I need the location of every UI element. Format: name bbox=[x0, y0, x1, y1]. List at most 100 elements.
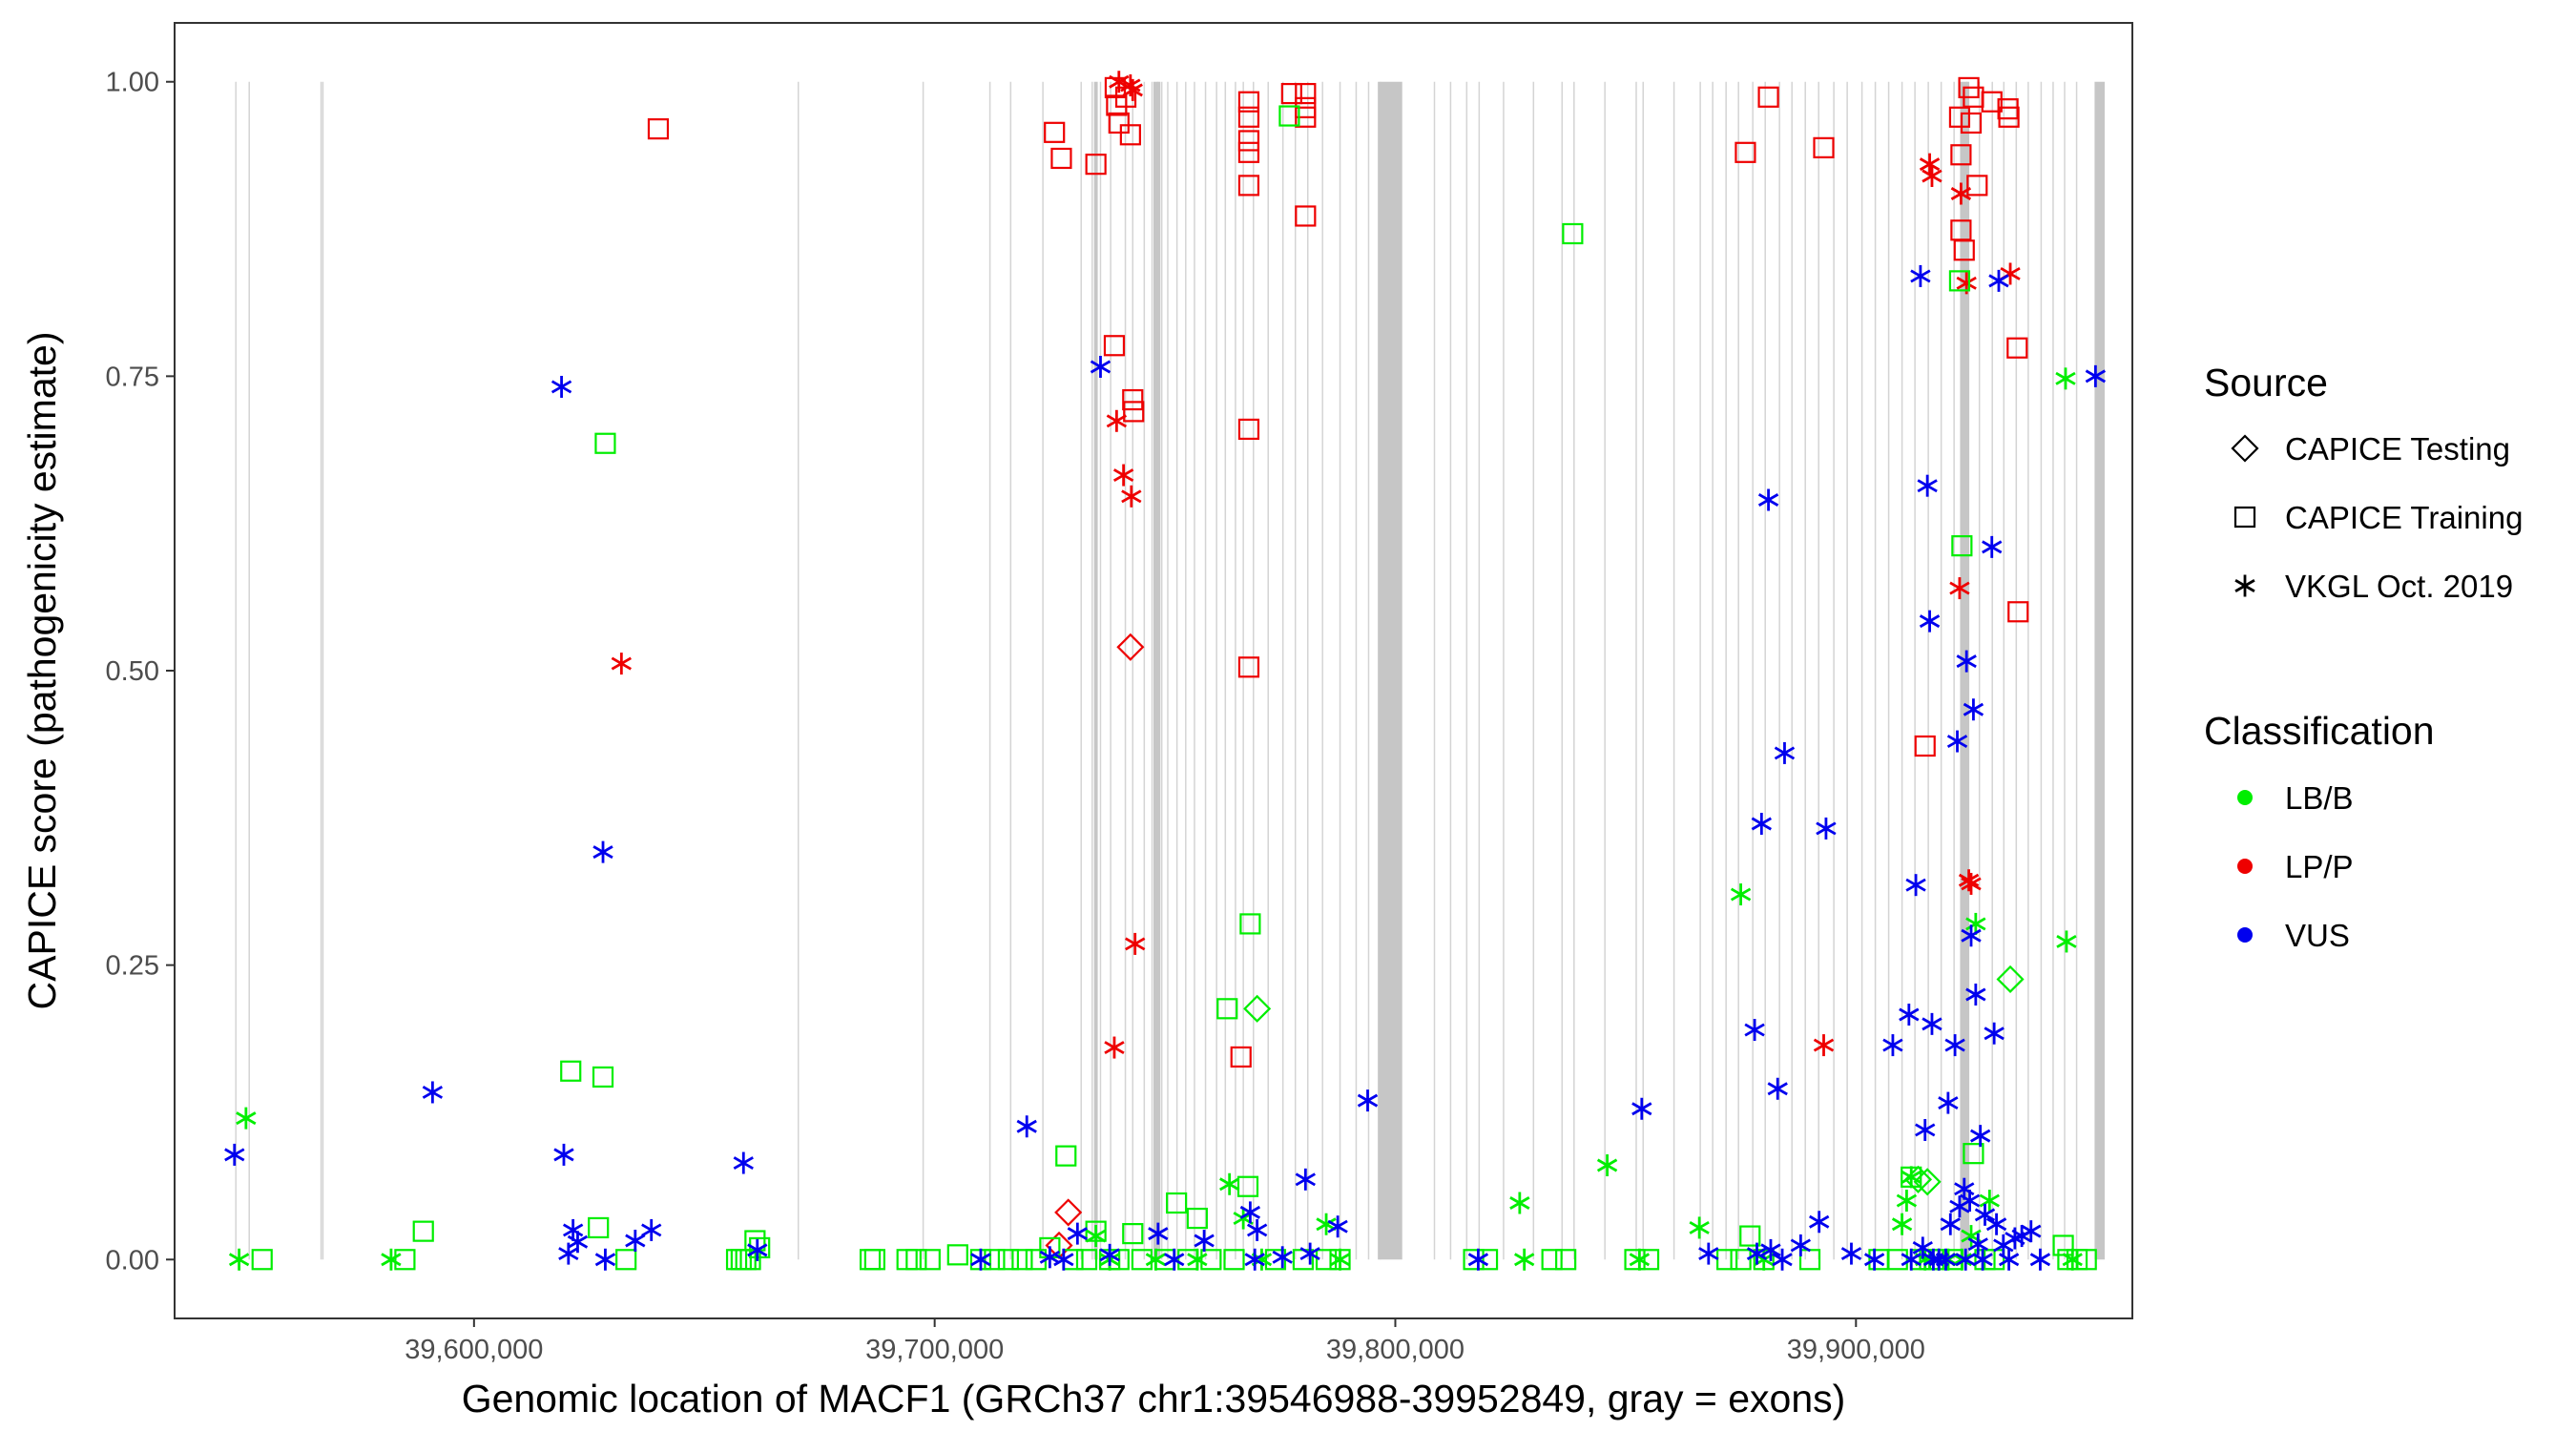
point-6-16 bbox=[1053, 1248, 1074, 1271]
point-6-0-stroke-2 bbox=[224, 1148, 245, 1162]
point-6-43-stroke-2 bbox=[1882, 1038, 1903, 1052]
point-0-11-shape bbox=[1123, 401, 1145, 423]
point-6-1-stroke-2 bbox=[422, 1086, 444, 1099]
point-6-60-stroke-2 bbox=[1974, 1208, 1996, 1222]
point-6-9-stroke-2 bbox=[625, 1234, 646, 1248]
point-6-40-stroke-2 bbox=[1816, 821, 1837, 836]
point-6-53 bbox=[1946, 730, 1968, 753]
point-6-3 bbox=[553, 1143, 574, 1166]
point-6-11 bbox=[733, 1151, 754, 1174]
point-3-48 bbox=[1463, 1249, 1485, 1271]
point-5-0 bbox=[1243, 994, 1272, 1023]
point-3-56 bbox=[1730, 1249, 1752, 1271]
point-4-3-stroke-2 bbox=[1085, 1229, 1107, 1243]
point-6-59 bbox=[1970, 1125, 1991, 1148]
point-6-21-stroke-2 bbox=[1164, 1253, 1185, 1267]
point-1-10 bbox=[1919, 153, 1941, 176]
point-0-18-shape bbox=[1237, 656, 1260, 678]
point-4-19-stroke-2 bbox=[1891, 1217, 1913, 1232]
point-6-41-stroke-2 bbox=[1840, 1247, 1862, 1261]
point-6-37-stroke-2 bbox=[1767, 1082, 1788, 1096]
point-1-17-stroke-2 bbox=[1813, 1038, 1835, 1052]
point-4-5 bbox=[1145, 1248, 1167, 1271]
point-6-71-stroke-2 bbox=[1940, 1217, 1961, 1232]
point-6-62 bbox=[1984, 1022, 2005, 1045]
point-4-29-stroke-2 bbox=[2055, 371, 2076, 385]
point-6-2 bbox=[551, 375, 572, 398]
point-6-6-stroke-2 bbox=[567, 1234, 589, 1249]
point-4-5-stroke-2 bbox=[1145, 1253, 1167, 1267]
point-4-6 bbox=[1187, 1248, 1208, 1271]
point-0-30 bbox=[1953, 239, 1975, 261]
point-6-29-stroke-2 bbox=[1327, 1219, 1348, 1234]
point-6-30-stroke-2 bbox=[1357, 1093, 1379, 1108]
point-6-68-stroke-2 bbox=[2085, 369, 2107, 384]
point-6-8 bbox=[594, 1248, 616, 1271]
point-6-68 bbox=[2085, 364, 2107, 387]
point-6-6 bbox=[567, 1231, 589, 1254]
point-1-16 bbox=[1961, 872, 1982, 895]
point-1-3 bbox=[1106, 409, 1128, 432]
point-4-17-stroke-2 bbox=[1730, 887, 1752, 902]
point-6-22 bbox=[1194, 1230, 1215, 1253]
point-0-20 bbox=[1280, 82, 1302, 105]
point-6-57-stroke-2 bbox=[1963, 702, 1984, 716]
point-6-9 bbox=[625, 1230, 646, 1253]
point-3-4-shape bbox=[588, 1216, 610, 1239]
point-6-47-stroke-2 bbox=[1917, 479, 1938, 493]
point-3-57-shape bbox=[1739, 1225, 1761, 1247]
point-6-56 bbox=[1961, 924, 1982, 947]
point-6-80 bbox=[1790, 1234, 1812, 1256]
point-6-49 bbox=[1922, 1012, 1942, 1035]
point-3-68 bbox=[1951, 535, 1973, 557]
point-4-15-stroke-2 bbox=[1629, 1253, 1651, 1267]
point-6-85-stroke-2 bbox=[1912, 1240, 1933, 1255]
point-6-63-stroke-2 bbox=[1988, 274, 2009, 288]
point-3-40 bbox=[1223, 1249, 1245, 1271]
point-6-22-stroke-2 bbox=[1194, 1234, 1215, 1248]
point-4-3 bbox=[1085, 1225, 1107, 1248]
legend-source-title: Source bbox=[2204, 361, 2328, 404]
point-1-7-stroke-2 bbox=[1104, 1041, 1125, 1055]
point-0-16 bbox=[1237, 175, 1260, 197]
point-1-6-stroke-2 bbox=[1125, 937, 1146, 951]
point-4-14-stroke-2 bbox=[1596, 1158, 1618, 1172]
legend-source-label-0: CAPICE Testing bbox=[2285, 431, 2510, 467]
point-0-17-shape bbox=[1237, 418, 1260, 441]
legend-classification: Classification LB/B LP/P VUS bbox=[2204, 709, 2435, 953]
point-3-32-shape bbox=[1122, 1223, 1144, 1245]
point-6-75 bbox=[1967, 1233, 1988, 1255]
point-6-51 bbox=[1938, 1091, 1959, 1114]
legend-source-key-1 bbox=[2233, 506, 2256, 529]
legend-source-key-2-stroke-2 bbox=[2234, 579, 2255, 592]
legend-source-label-2: VKGL Oct. 2019 bbox=[2285, 569, 2513, 604]
point-6-79-stroke-2 bbox=[2005, 1232, 2025, 1246]
point-6-79 bbox=[2005, 1227, 2025, 1250]
point-6-57 bbox=[1963, 698, 1984, 721]
point-6-74-stroke-2 bbox=[1959, 1193, 1981, 1208]
x-tick-label-2: 39,800,000 bbox=[1326, 1335, 1465, 1365]
y-tick-label-1: 0.25 bbox=[106, 951, 159, 982]
point-6-86 bbox=[1922, 1248, 1944, 1271]
point-3-68-shape bbox=[1951, 535, 1973, 557]
point-5-1 bbox=[1996, 964, 2025, 994]
point-0-40 bbox=[2007, 601, 2029, 623]
exon-block-3 bbox=[1960, 81, 1970, 1260]
point-0-6 bbox=[1108, 112, 1130, 135]
point-0-11 bbox=[1123, 401, 1145, 423]
point-3-6 bbox=[594, 432, 616, 454]
point-6-51-stroke-2 bbox=[1938, 1096, 1959, 1110]
point-6-38 bbox=[1774, 741, 1796, 764]
point-6-30 bbox=[1357, 1089, 1379, 1112]
point-1-8-stroke-2 bbox=[611, 656, 632, 671]
point-0-3-shape bbox=[1085, 154, 1107, 176]
point-6-78 bbox=[1998, 1248, 2020, 1271]
point-1-12 bbox=[1950, 182, 1972, 205]
point-0-25-shape bbox=[1735, 141, 1756, 163]
point-0-30-shape bbox=[1953, 239, 1975, 261]
legend-class-key-1-shape bbox=[2237, 859, 2253, 874]
point-0-13 bbox=[1237, 106, 1260, 128]
point-1-4 bbox=[1112, 464, 1134, 487]
point-4-17 bbox=[1730, 883, 1752, 906]
point-1-8 bbox=[611, 653, 632, 675]
